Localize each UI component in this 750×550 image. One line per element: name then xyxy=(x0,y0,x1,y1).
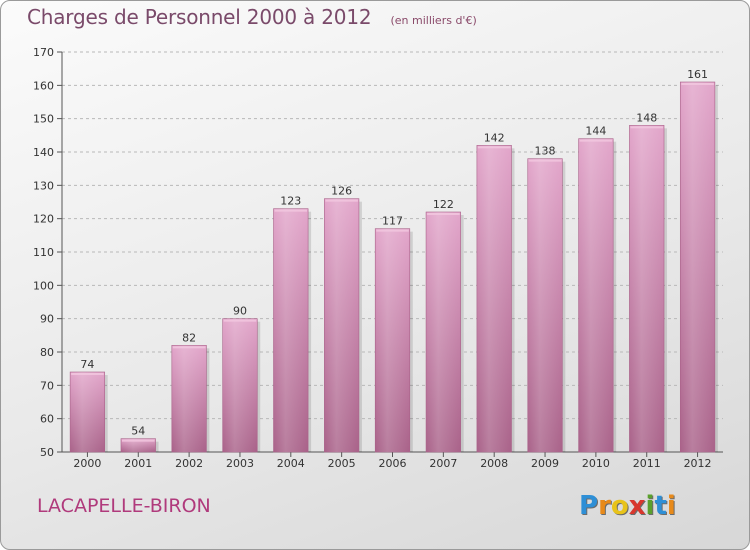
data-label: 117 xyxy=(382,215,403,228)
bar-sheen xyxy=(120,438,156,452)
bar-sheen xyxy=(629,125,665,452)
x-tick-label: 2007 xyxy=(429,457,457,470)
x-tick-label: 2003 xyxy=(226,457,254,470)
bar-top-highlight xyxy=(376,229,409,232)
x-tick-label: 2000 xyxy=(73,457,101,470)
y-tick-label: 50 xyxy=(40,446,54,459)
bar-top-highlight xyxy=(579,139,613,142)
bar-sheen xyxy=(273,208,309,452)
logo-letter: i xyxy=(666,491,676,521)
x-tick-label: 2004 xyxy=(277,457,305,470)
y-tick-label: 90 xyxy=(40,313,54,326)
bar-top-highlight xyxy=(630,126,664,129)
chart-subtitle: (en milliers d'€) xyxy=(390,14,477,27)
bar-sheen xyxy=(426,212,461,452)
y-tick-label: 70 xyxy=(40,379,54,392)
logo-letter: x xyxy=(628,491,646,521)
x-tick-label: 2010 xyxy=(582,457,610,470)
x-tick-label: 2005 xyxy=(328,457,356,470)
y-tick-label: 80 xyxy=(40,346,54,359)
bars xyxy=(69,81,718,453)
x-tick-label: 2006 xyxy=(379,457,407,470)
data-label: 74 xyxy=(80,358,94,371)
y-tick-label: 140 xyxy=(33,146,54,159)
y-tick-label: 110 xyxy=(33,246,54,259)
bar-sheen xyxy=(222,318,258,452)
labels: 50 60 70 80 90 100 110 120 130 140 150 160 170 74 2000… xyxy=(33,46,712,470)
x-tick-label: 2002 xyxy=(175,457,203,470)
bar-top-highlight xyxy=(274,209,308,212)
data-label: 123 xyxy=(280,195,301,208)
bar-sheen xyxy=(680,82,715,452)
data-label: 126 xyxy=(331,185,352,198)
bar-sheen xyxy=(476,145,512,453)
bar-sheen xyxy=(375,228,410,452)
bar-top-highlight xyxy=(223,319,257,322)
y-tick-label: 120 xyxy=(33,213,54,226)
bar-top-highlight xyxy=(427,213,460,215)
bar-top-highlight xyxy=(121,439,155,442)
logo-letter: P xyxy=(579,491,599,521)
bar-sheen xyxy=(527,158,563,452)
y-tick-label: 130 xyxy=(33,179,54,192)
bar-top-highlight xyxy=(71,373,104,375)
y-tick-label: 100 xyxy=(33,279,54,292)
commune-name: LACAPELLE-BIRON xyxy=(37,495,211,517)
bar-sheen xyxy=(171,345,207,452)
x-tick-label: 2012 xyxy=(684,457,712,470)
data-label: 138 xyxy=(535,145,556,158)
proxiti-logo: Proxiti xyxy=(579,491,676,521)
x-tick-label: 2011 xyxy=(633,457,661,470)
bar-sheen xyxy=(578,138,614,452)
logo-letter: i xyxy=(645,491,655,521)
y-tick-label: 150 xyxy=(33,113,54,126)
title-row: Charges de Personnel 2000 à 2012 (en mil… xyxy=(27,5,477,29)
logo-letter: r xyxy=(598,491,611,521)
data-label: 161 xyxy=(687,68,708,81)
chart-title: Charges de Personnel 2000 à 2012 xyxy=(27,5,372,29)
bar-top-highlight xyxy=(477,146,511,149)
data-label: 90 xyxy=(233,305,247,318)
data-label: 82 xyxy=(182,331,196,344)
bar-top-highlight xyxy=(172,346,206,349)
data-label: 122 xyxy=(433,198,454,211)
data-label: 54 xyxy=(131,425,145,438)
logo-letter: t xyxy=(654,491,667,521)
x-tick-label: 2008 xyxy=(480,457,508,470)
bar-sheen xyxy=(70,372,105,452)
bar-top-highlight xyxy=(681,83,714,85)
x-tick-label: 2009 xyxy=(531,457,559,470)
y-tick-label: 60 xyxy=(40,413,54,426)
data-label: 144 xyxy=(585,125,606,138)
bar-top-highlight xyxy=(325,199,358,202)
x-tick-label: 2001 xyxy=(124,457,152,470)
y-tick-label: 160 xyxy=(33,79,54,92)
bar-top-highlight xyxy=(528,159,562,162)
data-label: 142 xyxy=(484,131,505,144)
y-tick-label: 170 xyxy=(33,46,54,59)
logo-letter: o xyxy=(610,491,629,521)
bar-sheen xyxy=(324,198,359,452)
data-label: 148 xyxy=(636,111,657,124)
